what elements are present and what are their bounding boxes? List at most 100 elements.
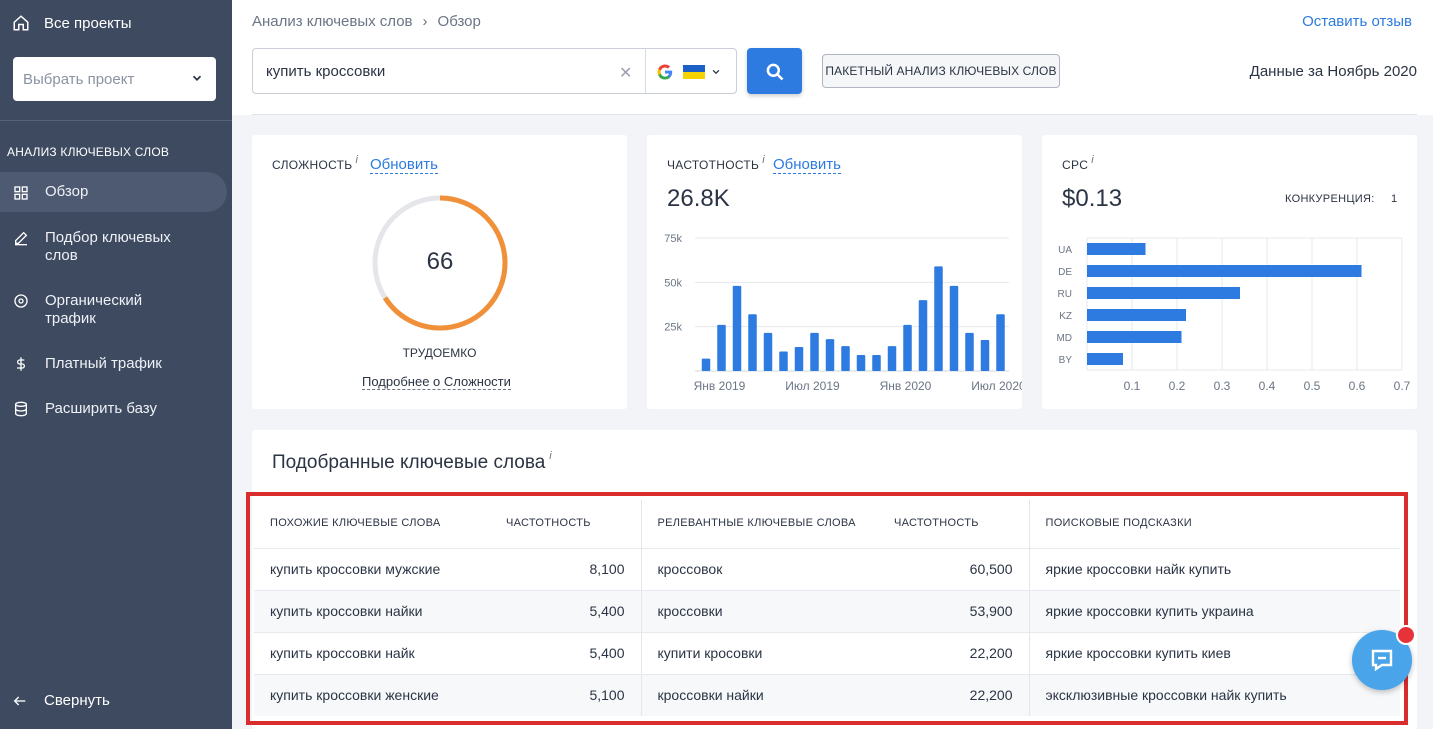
chevron-down-icon[interactable]: [711, 67, 721, 77]
info-icon[interactable]: i: [355, 154, 359, 166]
collapse-label: Свернуть: [44, 692, 110, 709]
volume-bar: [732, 285, 742, 371]
sidebar: Все проекты Выбрать проект АНАЛИЗ КЛЮЧЕВ…: [0, 0, 232, 729]
y-tick-label: 25k: [664, 322, 682, 334]
x-tick-label: Янв 2019: [694, 379, 746, 393]
y-tick-label: 75k: [664, 233, 682, 245]
database-icon: [15, 401, 27, 417]
project-select[interactable]: Выбрать проект: [13, 57, 216, 101]
x-tick-label: 0.3: [1214, 379, 1231, 393]
relevant-keyword-cell[interactable]: кроссовки найки: [640, 673, 878, 716]
y-tick-label: RU: [1058, 289, 1072, 300]
search-input-value[interactable]: купить кроссовки: [266, 63, 386, 80]
all-projects-label: Все проекты: [44, 14, 132, 32]
column-header-similar[interactable]: ПОХОЖИЕ КЛЮЧЕВЫЕ СЛОВА: [270, 517, 441, 530]
info-icon[interactable]: i: [1091, 154, 1094, 166]
x-tick-label: 0.2: [1169, 379, 1186, 393]
chevron-down-icon: [192, 75, 202, 81]
volume-bar: [810, 332, 819, 371]
volume-refresh-link[interactable]: Обновить: [773, 156, 841, 174]
arrow-left-icon: [13, 696, 26, 705]
volume-cell: 53,900: [878, 589, 1029, 632]
cpc-by-country-chart: 0.1 0.2 0.3 0.4 0.5 0.6 0.7 UA DE RU KZ MD BY: [1056, 237, 1411, 393]
difficulty-refresh-link[interactable]: Обновить: [370, 156, 438, 174]
cpc-bar: [1087, 331, 1182, 343]
sidebar-item-label: Платный трафик: [45, 355, 162, 372]
cpc-value: $0.13: [1062, 185, 1123, 212]
difficulty-title-text: СЛОЖНОСТЬ: [272, 158, 353, 172]
similar-keyword-cell[interactable]: купить кроссовки мужские: [254, 547, 490, 590]
collapse-sidebar-button[interactable]: Свернуть: [12, 692, 110, 709]
volume-title: ЧАСТОТНОСТЬ i: [667, 154, 765, 172]
sidebar-section-title: АНАЛИЗ КЛЮЧЕВЫХ СЛОВ: [7, 145, 170, 159]
column-header-suggestions[interactable]: ПОИСКОВЫЕ ПОДСКАЗКИ: [1028, 500, 1400, 548]
difficulty-more-link[interactable]: Подробнее о Сложности: [362, 374, 511, 390]
feedback-link[interactable]: Оставить отзыв: [1302, 13, 1412, 30]
plot-frame: [1086, 237, 1403, 371]
volume-bar: [903, 324, 912, 371]
cpc-title-text: CPC: [1062, 158, 1089, 172]
info-icon[interactable]: i: [762, 154, 765, 166]
volume-bar: [763, 332, 773, 371]
ukraine-flag-icon[interactable]: [683, 65, 705, 79]
volume-cell: 8,100: [490, 547, 641, 590]
sidebar-item-organic[interactable]: Органический трафик: [0, 292, 232, 328]
y-tick-label: DE: [1058, 267, 1072, 278]
volume-bar: [825, 339, 835, 371]
similar-keyword-cell[interactable]: купить кроссовки найки: [254, 589, 490, 632]
difficulty-value: 66: [426, 248, 454, 275]
column-header-volume[interactable]: ЧАСТОТНОСТЬ: [506, 517, 591, 530]
sidebar-item-overview[interactable]: Обзор: [0, 172, 227, 212]
relevant-keyword-cell[interactable]: кроссовки: [640, 589, 878, 632]
x-tick-label: 0.1: [1124, 379, 1141, 393]
sidebar-item-keyword-research[interactable]: Подбор ключевых слов: [0, 229, 232, 265]
suggestion-cell[interactable]: эксклюзивные кроссовки найк купить: [1028, 673, 1400, 716]
volume-cell: 22,200: [878, 673, 1029, 716]
breadcrumb: Анализ ключевых слов › Обзор: [252, 13, 481, 30]
x-tick-label: 0.5: [1304, 379, 1321, 393]
main-content: Анализ ключевых слов › Обзор Оставить от…: [232, 0, 1433, 729]
suggestion-cell[interactable]: яркие кроссовки купить украина: [1028, 589, 1400, 632]
competition-value: 1: [1391, 193, 1398, 205]
chat-icon: [1371, 649, 1393, 671]
volume-bar: [965, 332, 974, 371]
sidebar-item-expand-base[interactable]: Расширить базу: [0, 400, 232, 418]
clear-icon[interactable]: ✕: [619, 65, 633, 82]
suggestion-cell[interactable]: яркие кроссовки купить киев: [1028, 631, 1400, 674]
volume-bar: [949, 285, 959, 371]
column-header-relevant[interactable]: РЕЛЕВАНТНЫЕ КЛЮЧЕВЫЕ СЛОВА: [640, 500, 878, 548]
sidebar-divider: [0, 120, 232, 121]
x-tick-label: 0.6: [1349, 379, 1366, 393]
volume-trend-chart: 75k 50k 25k Янв 2019 Июл 2019 Янв 2020 Июл 202…: [664, 233, 1022, 393]
keyword-search-field[interactable]: купить кроссовки ✕: [252, 48, 737, 94]
volume-bar: [918, 300, 928, 371]
difficulty-title: СЛОЖНОСТЬ i: [272, 154, 358, 172]
column-header-volume[interactable]: ЧАСТОТНОСТЬ: [894, 517, 979, 530]
sidebar-item-label: Подбор ключевых слов: [45, 229, 171, 264]
project-select-placeholder: Выбрать проект: [23, 70, 135, 88]
relevant-keyword-cell[interactable]: купити кросовки: [640, 631, 878, 674]
all-projects-link[interactable]: Все проекты: [12, 14, 132, 32]
breadcrumb-item-keyword-analysis[interactable]: Анализ ключевых слов: [252, 13, 413, 30]
relevant-keyword-cell[interactable]: кроссовок: [640, 547, 878, 590]
top-divider: [252, 114, 1417, 115]
volume-bar: [794, 347, 804, 371]
volume-bar: [748, 314, 757, 371]
volume-value: 26.8K: [667, 185, 730, 212]
y-tick-label: BY: [1059, 355, 1073, 366]
cpc-title: CPC i: [1062, 154, 1094, 172]
matched-keywords-title: Подобранные ключевые слова i: [272, 450, 552, 474]
info-icon[interactable]: i: [549, 450, 552, 462]
volume-cell: 22,200: [878, 631, 1029, 674]
batch-analysis-button[interactable]: ПАКЕТНЫЙ АНАЛИЗ КЛЮЧЕВЫХ СЛОВ: [822, 54, 1060, 88]
sidebar-item-paid[interactable]: Платный трафик: [0, 355, 232, 373]
google-icon[interactable]: [656, 63, 674, 81]
volume-bar: [779, 351, 788, 371]
similar-keyword-cell[interactable]: купить кроссовки женские: [254, 673, 490, 716]
search-button[interactable]: [747, 48, 802, 94]
difficulty-gauge: [372, 195, 508, 331]
suggestion-cell[interactable]: яркие кроссовки найк купить: [1028, 547, 1400, 590]
similar-keyword-cell[interactable]: купить кроссовки найк: [254, 631, 490, 674]
volume-bar: [887, 346, 897, 371]
cpc-card: CPC i $0.13 КОНКУРЕНЦИЯ: 1 0.1 0.2 0.3 0.4 0.…: [1042, 135, 1417, 409]
